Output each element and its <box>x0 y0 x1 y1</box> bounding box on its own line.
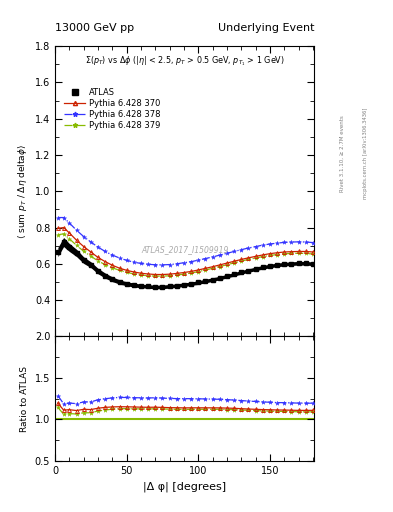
Text: Underlying Event: Underlying Event <box>218 23 314 33</box>
Text: mcplots.cern.ch [arXiv:1306.3436]: mcplots.cern.ch [arXiv:1306.3436] <box>363 108 368 199</box>
Legend: ATLAS, Pythia 6.428 370, Pythia 6.428 378, Pythia 6.428 379: ATLAS, Pythia 6.428 370, Pythia 6.428 37… <box>62 85 163 132</box>
Text: $\Sigma(p_T)$ vs $\Delta\phi$ ($|\eta|$ < 2.5, $p_T$ > 0.5 GeV, $p_{T_1}$ > 1 Ge: $\Sigma(p_T)$ vs $\Delta\phi$ ($|\eta|$ … <box>85 55 285 68</box>
Y-axis label: Ratio to ATLAS: Ratio to ATLAS <box>20 366 29 432</box>
Text: 13000 GeV pp: 13000 GeV pp <box>55 23 134 33</box>
X-axis label: |Δ φ| [degrees]: |Δ φ| [degrees] <box>143 481 226 492</box>
Text: ATLAS_2017_I1509919: ATLAS_2017_I1509919 <box>141 245 228 254</box>
Text: Rivet 3.1.10, ≥ 2.7M events: Rivet 3.1.10, ≥ 2.7M events <box>340 115 344 192</box>
Y-axis label: $\langle$ sum $p_T$ / $\Delta\eta$ delta$\phi\rangle$: $\langle$ sum $p_T$ / $\Delta\eta$ delta… <box>16 144 29 239</box>
